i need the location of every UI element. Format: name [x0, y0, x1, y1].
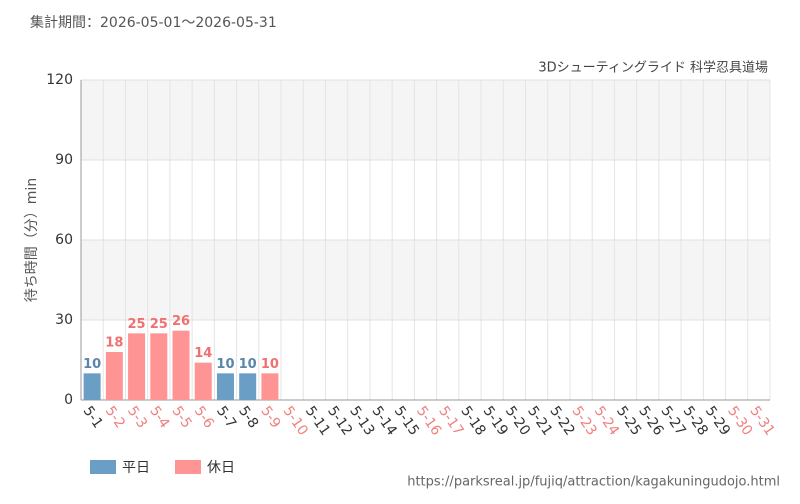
- data-label: 10: [239, 357, 257, 372]
- data-label: 10: [216, 357, 234, 372]
- bar: [216, 373, 234, 400]
- y-tick-label: 30: [55, 312, 73, 328]
- bar: [83, 373, 101, 400]
- period: 集計期間：2026-05-01～2026-05-31: [30, 14, 277, 31]
- grid-band: [81, 80, 770, 160]
- legend-swatch: [175, 460, 201, 474]
- data-label: 26: [172, 314, 190, 329]
- grid-band: [81, 240, 770, 320]
- y-tick-label: 90: [55, 152, 73, 168]
- data-label: 14: [194, 346, 212, 361]
- data-label: 10: [83, 357, 101, 372]
- y-tick-label: 60: [55, 232, 73, 248]
- data-label: 25: [128, 317, 146, 332]
- bar: [172, 330, 190, 400]
- y-tick-label: 0: [64, 392, 73, 408]
- data-label: 25: [150, 317, 168, 332]
- x-tick-label: 5-5: [168, 403, 194, 431]
- x-tick-label: 5-2: [102, 403, 128, 431]
- x-tick-label: 5-3: [124, 403, 150, 431]
- bar: [105, 352, 123, 400]
- legend-label: 平日: [122, 460, 150, 476]
- x-tick-label: 5-6: [191, 403, 217, 431]
- x-tick-label: 5-7: [213, 403, 239, 431]
- x-tick-label: 5-31: [746, 403, 777, 438]
- y-tick-label: 120: [46, 72, 73, 88]
- chart-title: 3Dシューティングライド 科学忍具道場: [538, 60, 768, 76]
- bar: [150, 333, 168, 400]
- y-axis-label: 待ち時間（分）min: [24, 178, 40, 302]
- legend-swatch: [90, 460, 116, 474]
- legend-label: 休日: [207, 460, 235, 476]
- bar: [128, 333, 146, 400]
- bar: [261, 373, 279, 400]
- x-tick-label: 5-8: [235, 403, 261, 431]
- bar: [194, 362, 212, 400]
- data-label: 10: [261, 357, 279, 372]
- data-label: 18: [105, 336, 123, 351]
- source: https://parksreal.jp/fujiq/attraction/ka…: [407, 475, 780, 490]
- x-tick-label: 5-9: [257, 403, 283, 431]
- bar: [239, 373, 257, 400]
- x-tick-label: 5-4: [146, 403, 172, 431]
- x-tick-label: 5-1: [80, 403, 106, 431]
